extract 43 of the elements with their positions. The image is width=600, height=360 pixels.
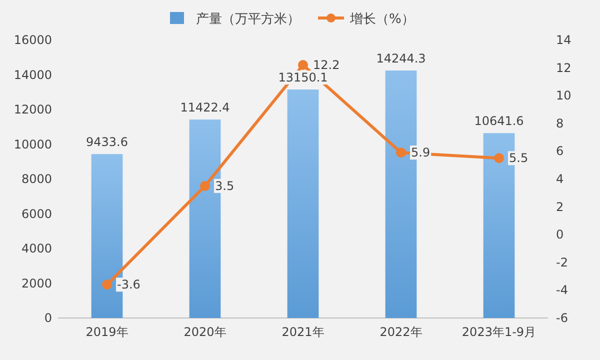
y-tick-label: 10000 (14, 137, 52, 152)
data-label: 9433.6 (86, 135, 128, 150)
x-tick-label: 2022年 (380, 325, 422, 339)
x-tick-label: 2023年1-9月 (462, 325, 536, 339)
data-label: 12.2 (313, 58, 340, 72)
y2-tick-label: 2 (556, 200, 564, 214)
point (298, 60, 308, 70)
y-tick-label: 6000 (21, 206, 52, 221)
point (494, 153, 504, 164)
y-tick-label: 8000 (21, 172, 52, 186)
y2-tick-label: -6 (556, 311, 568, 325)
data-label: -3.6 (117, 278, 140, 292)
y2-tick-label: 10 (556, 88, 572, 103)
data-label: 5.9 (411, 146, 430, 160)
x-tick-label: 2021年 (282, 325, 324, 339)
y2-tick-label: 14 (556, 33, 572, 47)
y-tick-label: 12000 (14, 102, 52, 116)
y2-tick-label: 12 (556, 60, 572, 75)
y2-tick-label: -2 (556, 255, 568, 270)
y2-tick-label: 6 (556, 144, 564, 158)
point (396, 148, 406, 158)
data-label: 11422.4 (180, 100, 230, 115)
x-tick-label: 2020年 (184, 325, 226, 339)
legend-label: 产量（万平方米） (196, 11, 300, 27)
data-label: 14244.3 (376, 52, 426, 66)
x-tick-label: 2019年 (86, 325, 128, 339)
data-label: 13150.1 (278, 70, 328, 85)
point (200, 180, 210, 191)
data-label: 10641.6 (474, 114, 524, 128)
y2-tick-label: 8 (556, 116, 564, 130)
y-tick-label: 2000 (21, 276, 52, 290)
y2-tick-label: 0 (556, 228, 564, 242)
data-label: 5.5 (509, 151, 528, 166)
y-tick-label: 0 (44, 311, 52, 325)
y2-tick-label: -4 (556, 283, 568, 298)
data-label: 3.5 (215, 178, 234, 193)
y-tick-label: 16000 (14, 33, 52, 47)
legend-label: 增长（%） (349, 12, 414, 27)
bar (287, 90, 319, 318)
y-tick-label: 14000 (14, 68, 52, 82)
y-tick-label: 4000 (21, 242, 52, 256)
point (102, 280, 112, 290)
y2-tick-label: 4 (556, 172, 564, 186)
